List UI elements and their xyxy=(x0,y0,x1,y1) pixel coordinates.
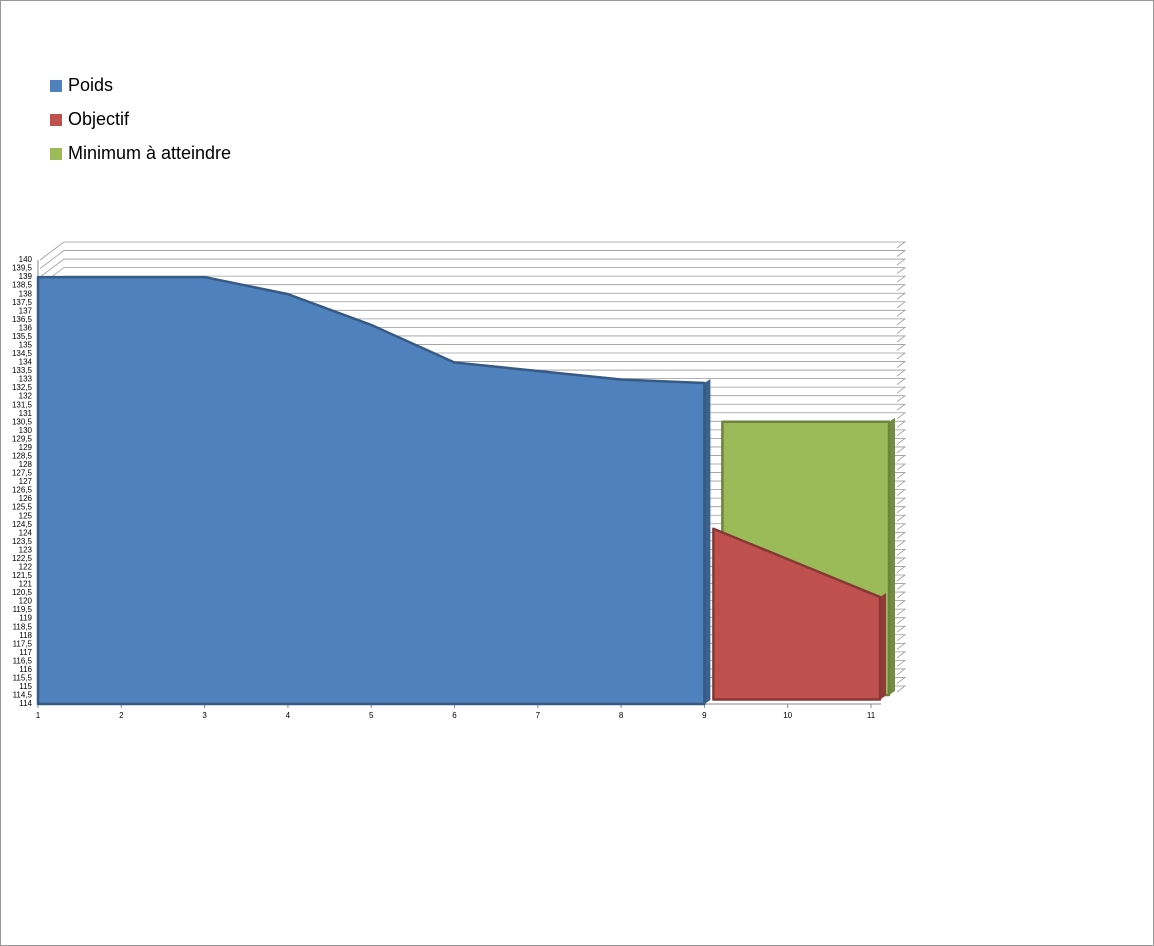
y-tick-label: 118,5 xyxy=(13,622,33,631)
legend-swatch xyxy=(50,148,62,160)
x-tick-label: 11 xyxy=(867,711,876,720)
area-side xyxy=(704,378,711,704)
y-tick-label: 135 xyxy=(19,340,33,349)
y-tick-label: 135,5 xyxy=(12,332,33,341)
y-tick-label: 138 xyxy=(19,289,33,298)
y-tick-label: 121,5 xyxy=(12,571,33,580)
y-tick-label: 131 xyxy=(19,409,33,418)
legend-label: Objectif xyxy=(68,109,130,129)
y-tick-label: 115,5 xyxy=(13,673,33,682)
grid-line xyxy=(39,258,907,278)
y-tick-label: 124 xyxy=(19,528,33,537)
x-tick-label: 1 xyxy=(36,711,41,720)
legend-label: Poids xyxy=(68,75,113,95)
x-tick-label: 10 xyxy=(783,711,792,720)
area-side xyxy=(880,593,886,700)
y-tick-label: 136,5 xyxy=(12,315,33,324)
legend-label: Minimum à atteindre xyxy=(68,143,231,163)
x-tick-label: 8 xyxy=(619,711,624,720)
grid-line xyxy=(39,250,907,269)
y-tick-label: 117 xyxy=(19,648,32,657)
y-tick-label: 133,5 xyxy=(12,366,33,375)
y-tick-label: 131,5 xyxy=(12,400,33,409)
y-tick-label: 132 xyxy=(19,392,33,401)
y-tick-label: 125,5 xyxy=(12,503,33,512)
legend-swatch xyxy=(50,114,62,126)
y-tick-label: 132,5 xyxy=(12,383,33,392)
y-tick-label: 119 xyxy=(19,614,32,623)
y-tick-label: 130 xyxy=(19,426,33,435)
grid-line xyxy=(39,241,907,261)
x-tick-label: 6 xyxy=(452,711,457,720)
y-tick-label: 139,5 xyxy=(12,264,33,273)
y-tick-label: 128,5 xyxy=(12,451,33,460)
y-tick-label: 129,5 xyxy=(12,434,33,443)
y-tick-label: 121 xyxy=(19,580,33,589)
y-tick-label: 137 xyxy=(19,306,33,315)
y-tick-label: 128 xyxy=(19,460,33,469)
y-tick-label: 127 xyxy=(19,477,33,486)
y-tick-label: 134,5 xyxy=(12,349,33,358)
y-tick-label: 138,5 xyxy=(12,281,33,290)
area-side xyxy=(889,417,895,695)
y-tick-label: 140 xyxy=(19,255,33,264)
y-tick-label: 126,5 xyxy=(12,486,33,495)
x-tick-label: 7 xyxy=(536,711,541,720)
y-tick-label: 119,5 xyxy=(13,605,33,614)
area xyxy=(36,275,706,706)
area xyxy=(712,527,882,701)
y-tick-label: 120 xyxy=(19,597,33,606)
y-tick-label: 122,5 xyxy=(12,554,33,563)
y-tick-label: 115 xyxy=(19,682,32,691)
y-tick-label: 134 xyxy=(19,358,33,367)
y-tick-label: 120,5 xyxy=(12,588,33,597)
y-tick-label: 133 xyxy=(19,375,33,384)
y-tick-label: 116 xyxy=(19,665,32,674)
y-tick-label: 124,5 xyxy=(12,520,33,529)
y-tick-label: 114 xyxy=(19,699,32,708)
y-tick-label: 139 xyxy=(19,272,33,281)
legend-swatch xyxy=(50,80,62,92)
y-tick-label: 123,5 xyxy=(12,537,33,546)
y-tick-label: 125 xyxy=(19,511,33,520)
x-tick-label: 4 xyxy=(286,711,291,720)
y-tick-label: 117,5 xyxy=(13,639,33,648)
y-tick-label: 116,5 xyxy=(13,656,33,665)
y-tick-label: 127,5 xyxy=(12,469,33,478)
x-tick-label: 3 xyxy=(202,711,207,720)
y-tick-label: 136 xyxy=(19,323,33,332)
x-tick-label: 2 xyxy=(119,711,124,720)
y-tick-label: 122 xyxy=(19,562,33,571)
y-tick-label: 126 xyxy=(19,494,33,503)
y-tick-label: 137,5 xyxy=(12,298,33,307)
x-tick-label: 9 xyxy=(702,711,707,720)
y-tick-label: 129 xyxy=(19,443,33,452)
y-tick-label: 123 xyxy=(19,545,33,554)
y-tick-label: 114,5 xyxy=(13,691,33,700)
x-tick-label: 5 xyxy=(369,711,374,720)
y-tick-label: 130,5 xyxy=(12,417,33,426)
y-tick-label: 118 xyxy=(19,631,32,640)
